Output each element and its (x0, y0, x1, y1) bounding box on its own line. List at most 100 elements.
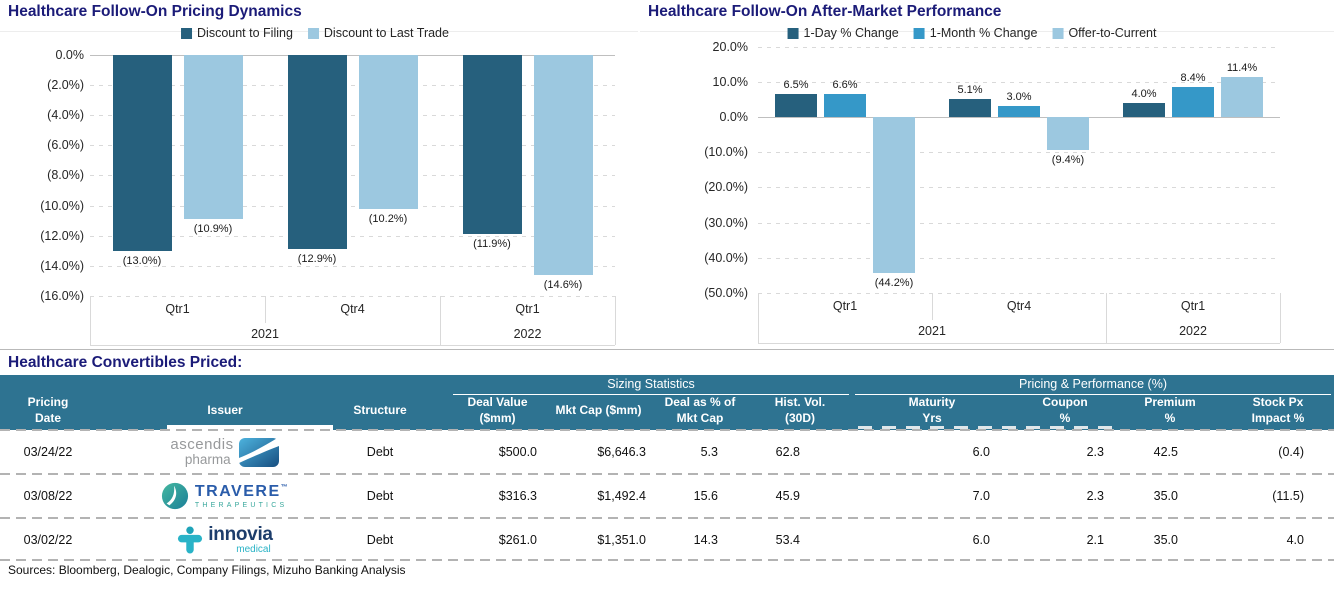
bar (183, 55, 243, 220)
divider (0, 31, 638, 32)
gridline (758, 187, 1280, 189)
bar-value-label: 8.4% (1180, 72, 1206, 85)
innovia-medical-logo: innovia medical (177, 525, 273, 555)
bar-value-label: (44.2%) (874, 276, 914, 289)
bar-value-label: (11.9%) (473, 238, 511, 251)
y-axis-tick-label: 20.0% (712, 39, 748, 54)
table-title: Healthcare Convertibles Priced: (8, 354, 243, 371)
trademark-symbol: ™ (280, 483, 290, 491)
gridline (758, 81, 1280, 83)
deal-pct-cell: 14.3 (693, 533, 718, 547)
bar (1047, 117, 1089, 151)
legend-label: Discount to Filing (197, 26, 293, 40)
chart-legend: 1-Day % Change 1-Month % Change Offer-to-C… (787, 26, 1156, 40)
column-header-pricing-date: Pricing Date (27, 395, 69, 425)
coupon-cell: 2.1 (1086, 533, 1104, 547)
axis-border (758, 293, 759, 343)
table-row: 03/08/22 TRAVERE™ THERAPEUTICS (0, 475, 1334, 517)
legend-item: 1-Month % Change (913, 26, 1038, 40)
axis-border (440, 296, 441, 345)
gridline (90, 175, 615, 177)
group-header-underline (855, 394, 1331, 395)
row-divider (0, 429, 1334, 431)
column-header-premium: Premium % (1144, 395, 1196, 425)
y-axis-tick-label: (10.0%) (40, 198, 84, 213)
premium-cell: 42.5 (1153, 445, 1178, 459)
bar-value-label: 6.5% (783, 79, 809, 92)
deal-pct-cell: 5.3 (700, 445, 718, 459)
header-dashed-detail (858, 426, 1116, 429)
after-market-performance-chart: Healthcare Follow-On After-Market Perfor… (640, 0, 1334, 348)
x-axis-quarter-label: Qtr1 (515, 302, 540, 316)
legend-item: Discount to Filing (181, 26, 293, 40)
group-header-underline (453, 394, 849, 395)
legend-item: Offer-to-Current (1052, 26, 1156, 40)
axis-border (758, 343, 1280, 344)
bar-value-label: (10.9%) (193, 223, 233, 236)
premium-cell: 35.0 (1153, 489, 1178, 503)
y-axis-tick-label: 10.0% (712, 74, 748, 89)
legend-swatch-icon (307, 27, 319, 39)
bar (358, 55, 418, 209)
bar (949, 99, 991, 117)
issuer-cell: TRAVERE™ THERAPEUTICS (120, 475, 330, 517)
section-divider (0, 349, 1334, 350)
bar (112, 55, 172, 251)
bar-value-label: 5.1% (957, 84, 983, 97)
axis-border (90, 296, 91, 345)
maturity-cell: 6.0 (972, 533, 990, 547)
ascendis-logo-text: ascendis pharma (170, 436, 234, 468)
legend-item: Discount to Last Trade (307, 26, 449, 40)
column-header-deal-pct-mkt-cap: Deal as % of Mkt Cap (664, 395, 736, 425)
gridline (90, 265, 615, 267)
bar-value-label: (9.4%) (1051, 154, 1085, 167)
legend-label: Offer-to-Current (1068, 26, 1157, 40)
gridline (758, 222, 1280, 224)
travere-logo-text: TRAVERE™ THERAPEUTICS (194, 482, 290, 509)
row-divider (0, 473, 1334, 475)
y-axis-tick-label: (30.0%) (704, 215, 748, 230)
bar-value-label: 6.6% (832, 78, 858, 91)
coupon-cell: 2.3 (1086, 445, 1104, 459)
divider (640, 31, 1334, 32)
x-axis-quarter-label: Qtr4 (340, 302, 365, 316)
gridline (90, 85, 615, 87)
travere-logo-mark (161, 482, 188, 510)
bar (462, 55, 522, 235)
maturity-cell: 6.0 (972, 445, 990, 459)
bar (1221, 76, 1263, 117)
structure-cell: Debt (366, 533, 394, 547)
header-logo-notch (167, 425, 333, 430)
bar (1123, 102, 1165, 117)
sources-footnote: Sources: Bloomberg, Dealogic, Company Fi… (8, 563, 406, 577)
maturity-cell: 7.0 (972, 489, 990, 503)
deal-value-cell: $500.0 (498, 445, 537, 459)
row-divider (0, 517, 1334, 519)
hist-vol-cell: 62.8 (775, 445, 800, 459)
y-axis-tick-label: (12.0%) (40, 228, 84, 243)
column-header-issuer: Issuer (207, 403, 243, 418)
table-header: Sizing Statistics Pricing & Performance … (0, 375, 1334, 430)
deal-pct-cell: 15.6 (693, 489, 718, 503)
stock-px-impact-cell: (0.4) (1278, 445, 1304, 459)
bar (533, 55, 593, 275)
mkt-cap-cell: $1,492.4 (597, 489, 646, 503)
x-axis-year-label: 2021 (918, 324, 946, 338)
y-axis-tick-label: (40.0%) (704, 250, 748, 265)
gridline (90, 205, 615, 207)
y-axis-tick-label: (20.0%) (704, 180, 748, 195)
column-header-mkt-cap: Mkt Cap ($mm) (555, 403, 642, 418)
axis-border (615, 296, 616, 345)
structure-cell: Debt (366, 489, 394, 503)
issuer-cell: innovia medical (120, 519, 330, 561)
axis-border (932, 293, 933, 320)
legend-label: 1-Month % Change (929, 26, 1038, 40)
legend-item: 1-Day % Change (787, 26, 899, 40)
hist-vol-cell: 53.4 (775, 533, 800, 547)
bar-value-label: 3.0% (1006, 91, 1032, 104)
column-header-structure: Structure (353, 403, 407, 418)
issuer-cell: ascendis pharma (120, 431, 330, 473)
axis-border (90, 345, 615, 346)
y-axis-tick-label: (2.0%) (47, 78, 84, 93)
